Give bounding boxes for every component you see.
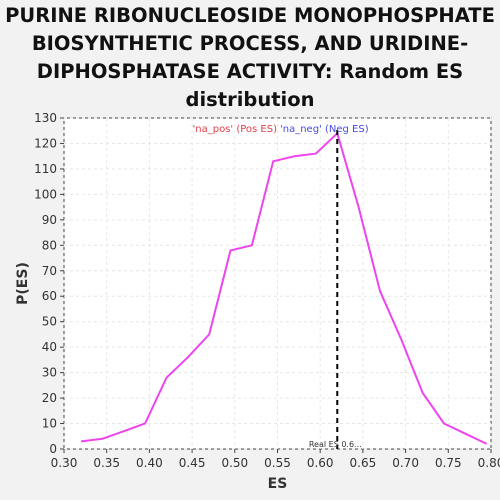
- x-tick-label: 0.30: [51, 456, 78, 470]
- x-axis-label: ES: [268, 476, 288, 492]
- x-tick-label: 0.35: [93, 456, 120, 470]
- legend-neg-es: 'na_neg' (Neg ES): [280, 124, 369, 135]
- x-tick-label: 0.70: [392, 456, 419, 470]
- series-line: [80, 131, 488, 445]
- x-tick-label: 0.80: [478, 456, 500, 470]
- y-tick-label: 120: [34, 136, 57, 150]
- chart-title: PURINE RIBONUCLEOSIDE MONOPHOSPHATE BIOS…: [0, 2, 500, 114]
- x-tick-label: 0.55: [264, 456, 291, 470]
- grid-lines: [63, 117, 492, 450]
- y-axis-label: P(ES): [15, 262, 31, 305]
- legend-pos-es: 'na_pos' (Pos ES): [193, 124, 278, 135]
- y-tick-label: 60: [42, 289, 57, 303]
- real-es-label: Real ES 0.6...: [309, 440, 362, 449]
- chart-title-line-3: DIPHOSPHATASE ACTIVITY: Random ES: [36, 60, 464, 83]
- x-tick-label: 0.65: [350, 456, 377, 470]
- x-tick-label: 0.75: [435, 456, 462, 470]
- y-tick-label: 70: [42, 264, 57, 278]
- axis-ticks: 0.30 0.35 0.40 0.45 0.50 0.55 0.60 0.65 0.70 0.75…: [34, 111, 500, 470]
- y-tick-label: 90: [42, 213, 57, 227]
- chart-title-line-2: BIOSYNTHETIC PROCESS, AND URIDINE-: [31, 32, 469, 55]
- y-tick-label: 0: [49, 442, 57, 456]
- y-tick-label: 110: [34, 162, 57, 176]
- x-tick-label: 0.45: [179, 456, 206, 470]
- y-tick-label: 20: [42, 391, 57, 405]
- y-tick-label: 30: [42, 366, 57, 380]
- y-tick-label: 100: [34, 187, 57, 201]
- chart-title-line-1: PURINE RIBONUCLEOSIDE MONOPHOSPHATE: [5, 4, 495, 27]
- x-tick-label: 0.50: [221, 456, 248, 470]
- y-tick-label: 130: [34, 111, 57, 125]
- x-tick-label: 0.40: [136, 456, 163, 470]
- y-tick-label: 50: [42, 315, 57, 329]
- chart-title-line-4: distribution: [185, 88, 315, 111]
- y-tick-label: 40: [42, 340, 57, 354]
- y-tick-label: 80: [42, 238, 57, 252]
- x-tick-label: 0.60: [307, 456, 334, 470]
- y-tick-label: 10: [42, 417, 57, 431]
